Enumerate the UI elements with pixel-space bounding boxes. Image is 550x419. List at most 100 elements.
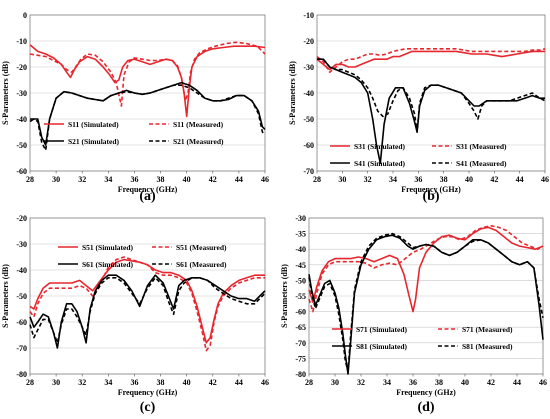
series-line-s31-measured [316,47,546,73]
y-tick-label: -55 [295,292,306,301]
series-line-s11-simulated [29,44,266,118]
x-tick-label: 32 [78,175,86,184]
x-tick-label: 32 [357,378,365,387]
x-tick-label: 38 [157,175,165,184]
series-line-s71-measured [308,225,544,313]
legend-label: S51 (Measured) [176,243,227,252]
series-line-s21-measured [30,84,266,151]
y-tick-label: 0 [23,11,27,20]
x-axis-label: Frequency (GHz) [396,388,456,397]
legend-label: S71 (Measured) [462,325,513,334]
x-tick-label: 38 [157,378,165,387]
x-axis-label: Frequency (GHz) [401,185,461,194]
legend-label: S81 (Simulated) [356,342,408,351]
y-tick-label: -80 [16,370,27,379]
y-tick-label: -75 [295,354,306,363]
plot-area-border [29,217,266,375]
x-tick-label: 40 [183,378,191,387]
legend-label: S51 (Simulated) [82,243,134,252]
x-tick-label: 30 [52,175,60,184]
y-tick-label: -65 [295,323,306,332]
x-tick-label: 42 [209,175,217,184]
legend-label: S81 (Measured) [462,342,513,351]
y-tick-label: -50 [16,141,27,150]
x-tick-label: 46 [539,378,547,387]
y-tick-label: -20 [16,214,27,223]
x-tick-label: 28 [26,175,34,184]
y-tick-label: -40 [295,245,306,254]
y-axis-label: S-Parameters (dB) [280,264,289,328]
y-tick-label: -40 [303,89,314,98]
x-tick-label: 40 [461,378,469,387]
y-tick-label: -30 [16,240,27,249]
y-tick-label: -40 [16,115,27,124]
series-line-s51-simulated [29,258,265,344]
y-axis-label: S-Parameters (dB) [288,61,297,125]
y-axis-label: S-Parameters (dB) [1,61,10,125]
x-tick-label: 34 [104,175,112,184]
x-tick-label: 46 [261,175,269,184]
legend-label: S61 (Simulated) [82,260,134,269]
legend-label: S11 (Measured) [173,120,224,129]
y-tick-label: -35 [295,230,306,239]
legend-label: S21 (Measured) [173,137,224,146]
y-tick-label: -30 [295,214,306,223]
series-line-s41-simulated [317,58,545,164]
panel-label: (d) [417,400,434,415]
x-tick-label: 36 [130,175,138,184]
x-tick-label: 32 [364,175,372,184]
y-tick-label: -70 [295,339,306,348]
y-tick-label: -30 [16,89,27,98]
x-tick-label: 28 [313,175,321,184]
y-tick-label: -20 [303,37,314,46]
legend-label: S11 (Simulated) [68,120,119,129]
plot-area-border [308,217,544,375]
y-tick-label: -60 [295,308,306,317]
x-tick-label: 42 [487,378,495,387]
y-tick-label: -60 [16,167,27,176]
x-tick-label: 30 [52,378,60,387]
plot-area-border [316,14,546,172]
y-tick-label: -30 [303,63,314,72]
legend-label: S41 (Simulated) [354,159,406,168]
x-tick-label: 28 [305,378,313,387]
series-line-s21-simulated [29,81,266,146]
x-tick-label: 30 [338,175,346,184]
legend-label: S41 (Measured) [456,159,507,168]
x-tick-label: 44 [235,175,243,184]
legend-label: S21 (Simulated) [68,137,120,146]
x-axis-label: Frequency (GHz) [118,388,178,397]
x-tick-label: 40 [465,175,473,184]
legend-label: S71 (Simulated) [356,325,408,334]
y-tick-label: -10 [16,37,27,46]
panel-label: (c) [140,400,156,415]
y-tick-label: -70 [303,167,314,176]
x-tick-label: 46 [541,175,549,184]
series-line-s11-measured [29,41,266,107]
x-tick-label: 36 [130,378,138,387]
x-tick-label: 32 [78,378,86,387]
y-tick-label: -60 [16,318,27,327]
series-line-s41-measured [317,58,546,133]
y-tick-label: -10 [303,11,314,20]
x-tick-label: 42 [490,175,498,184]
series-line-s81-measured [308,232,544,372]
x-tick-label: 34 [389,175,397,184]
y-tick-label: -70 [16,344,27,353]
legend-label: S31 (Simulated) [354,142,406,151]
x-tick-label: 38 [440,175,448,184]
y-tick-label: -20 [16,63,27,72]
series-line-s31-simulated [316,50,545,71]
series-line-s71-simulated [308,226,544,313]
x-tick-label: 40 [183,175,191,184]
x-axis-label: Frequency (GHz) [118,185,178,194]
x-tick-label: 30 [331,378,339,387]
x-tick-label: 36 [409,378,417,387]
x-tick-label: 46 [261,378,269,387]
x-tick-label: 34 [383,378,391,387]
